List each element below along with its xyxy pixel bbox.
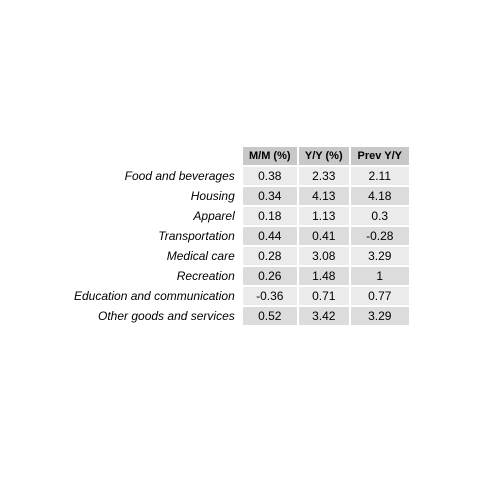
row-label: Other goods and services: [98, 309, 235, 323]
table-cell: 0.41: [298, 227, 349, 245]
table-cell: 4.13: [298, 187, 349, 205]
table-row: Other goods and services 0.52 3.42 3.29: [70, 307, 409, 325]
table-cell: 0.18: [242, 207, 297, 225]
table-cell: 0.77: [350, 287, 409, 305]
table-row: Transportation 0.44 0.41 -0.28: [70, 227, 409, 245]
table-cell: 0.52: [242, 307, 297, 325]
table-cell: 0.71: [298, 287, 349, 305]
column-header: Y/Y (%): [298, 147, 349, 165]
cpi-table: M/M (%) Y/Y (%) Prev Y/Y Food and bevera…: [68, 145, 411, 327]
table-cell: 0.28: [242, 247, 297, 265]
table-cell: -0.28: [350, 227, 409, 245]
table-row: Food and beverages 0.38 2.33 2.11: [70, 167, 409, 185]
row-label: Housing: [190, 189, 235, 203]
column-header: Prev Y/Y: [350, 147, 409, 165]
row-label: Recreation: [176, 269, 235, 283]
table-cell: 1.48: [298, 267, 349, 285]
row-label: Transportation: [158, 229, 235, 243]
column-header: M/M (%): [242, 147, 297, 165]
table-cell: 2.33: [298, 167, 349, 185]
table-row: Education and communication -0.36 0.71 0.77: [70, 287, 409, 305]
table-cell: 3.29: [350, 247, 409, 265]
table-cell: 3.08: [298, 247, 349, 265]
table-cell: 1: [350, 267, 409, 285]
table-row: Housing 0.34 4.13 4.18: [70, 187, 409, 205]
row-label: Apparel: [193, 209, 235, 223]
row-label: Food and beverages: [124, 169, 235, 183]
table-cell: 2.11: [350, 167, 409, 185]
table-cell: -0.36: [242, 287, 297, 305]
table-cell: 3.42: [298, 307, 349, 325]
table-row: Apparel 0.18 1.13 0.3: [70, 207, 409, 225]
row-label: Education and communication: [74, 289, 235, 303]
header-row: M/M (%) Y/Y (%) Prev Y/Y: [70, 147, 409, 165]
table-body: Food and beverages 0.38 2.33 2.11 Housing 0.3…: [70, 167, 409, 325]
table-row: Medical care 0.28 3.08 3.29: [70, 247, 409, 265]
table-cell: 3.29: [350, 307, 409, 325]
table-row: Recreation 0.26 1.48 1: [70, 267, 409, 285]
table-cell: 0.44: [242, 227, 297, 245]
table-cell: 1.13: [298, 207, 349, 225]
table-cell: 0.38: [242, 167, 297, 185]
table-cell: 0.34: [242, 187, 297, 205]
table-cell: 0.26: [242, 267, 297, 285]
table-cell: 0.3: [350, 207, 409, 225]
header-corner: [70, 147, 241, 165]
row-label: Medical care: [166, 249, 235, 263]
table-cell: 4.18: [350, 187, 409, 205]
